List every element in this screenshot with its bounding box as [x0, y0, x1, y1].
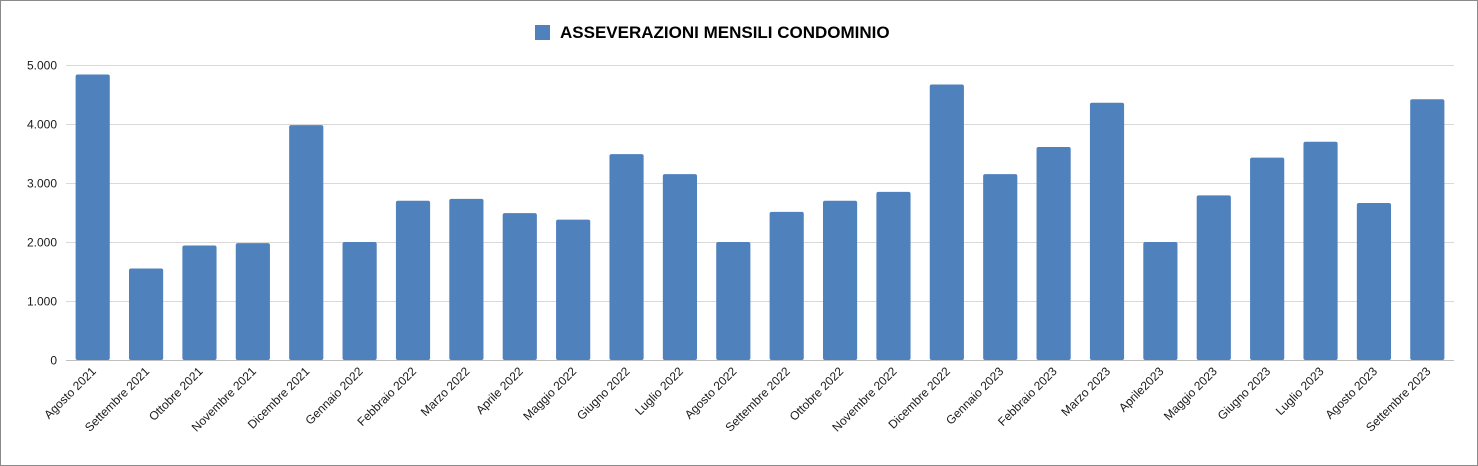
legend-swatch [535, 25, 550, 40]
x-tick-label: Aprile 2022 [473, 364, 526, 417]
legend-label: ASSEVERAZIONI MENSILI CONDOMINIO [560, 23, 890, 42]
bar [75, 74, 110, 360]
bar [342, 242, 377, 360]
bar [502, 213, 537, 360]
bar [929, 84, 964, 360]
legend: ASSEVERAZIONI MENSILI CONDOMINIO [535, 23, 890, 42]
bar [1089, 102, 1125, 360]
x-tick-label: Marzo 2022 [418, 364, 473, 419]
x-tick-label: Agosto 2023 [1322, 364, 1380, 422]
bar [182, 245, 217, 360]
bar [1303, 141, 1338, 360]
y-axis: 0 1.000 2.000 3.000 4.000 5.000 [27, 59, 57, 368]
x-tick-label: Giugno 2022 [574, 364, 633, 423]
bar [1356, 203, 1392, 360]
y-tick-label: 3.000 [27, 177, 57, 191]
x-tick-label: Luglio 2022 [632, 364, 686, 418]
bar [769, 211, 804, 360]
x-tick-label: Luglio 2023 [1273, 364, 1327, 418]
bar [662, 174, 698, 360]
x-tick-label: Ottobre 2022 [787, 364, 847, 424]
x-tick-label: Maggio 2023 [1161, 364, 1220, 423]
x-tick-label: Marzo 2023 [1058, 364, 1113, 419]
x-tick-label: Ottobre 2021 [146, 364, 206, 424]
bar [289, 125, 324, 361]
bar [128, 268, 164, 360]
bar [1143, 242, 1178, 360]
y-tick-label: 0 [50, 354, 57, 368]
y-tick-label: 2.000 [27, 236, 57, 250]
x-tick-label: Agosto 2022 [682, 364, 740, 422]
y-tick-label: 5.000 [27, 59, 57, 73]
y-tick-label: 4.000 [27, 118, 57, 132]
bar [876, 191, 911, 360]
bar [1196, 195, 1231, 360]
x-tick-label: Giugno 2023 [1215, 364, 1274, 423]
y-tick-label: 1.000 [27, 295, 57, 309]
bar [235, 243, 270, 360]
x-tick-label: Maggio 2022 [520, 364, 579, 423]
gridlines [66, 65, 1454, 361]
x-tick-label: Agosto 2021 [41, 364, 99, 422]
bar [395, 200, 431, 360]
bar [556, 219, 591, 360]
bar [449, 198, 484, 360]
bar [983, 174, 1018, 360]
x-tick-label: Aprile2023 [1116, 364, 1167, 415]
bars [75, 74, 1445, 361]
bar [1250, 157, 1285, 360]
bar [609, 154, 644, 360]
bar [716, 242, 751, 360]
bar [822, 200, 858, 360]
bar [1036, 147, 1071, 360]
bar [1410, 99, 1445, 360]
